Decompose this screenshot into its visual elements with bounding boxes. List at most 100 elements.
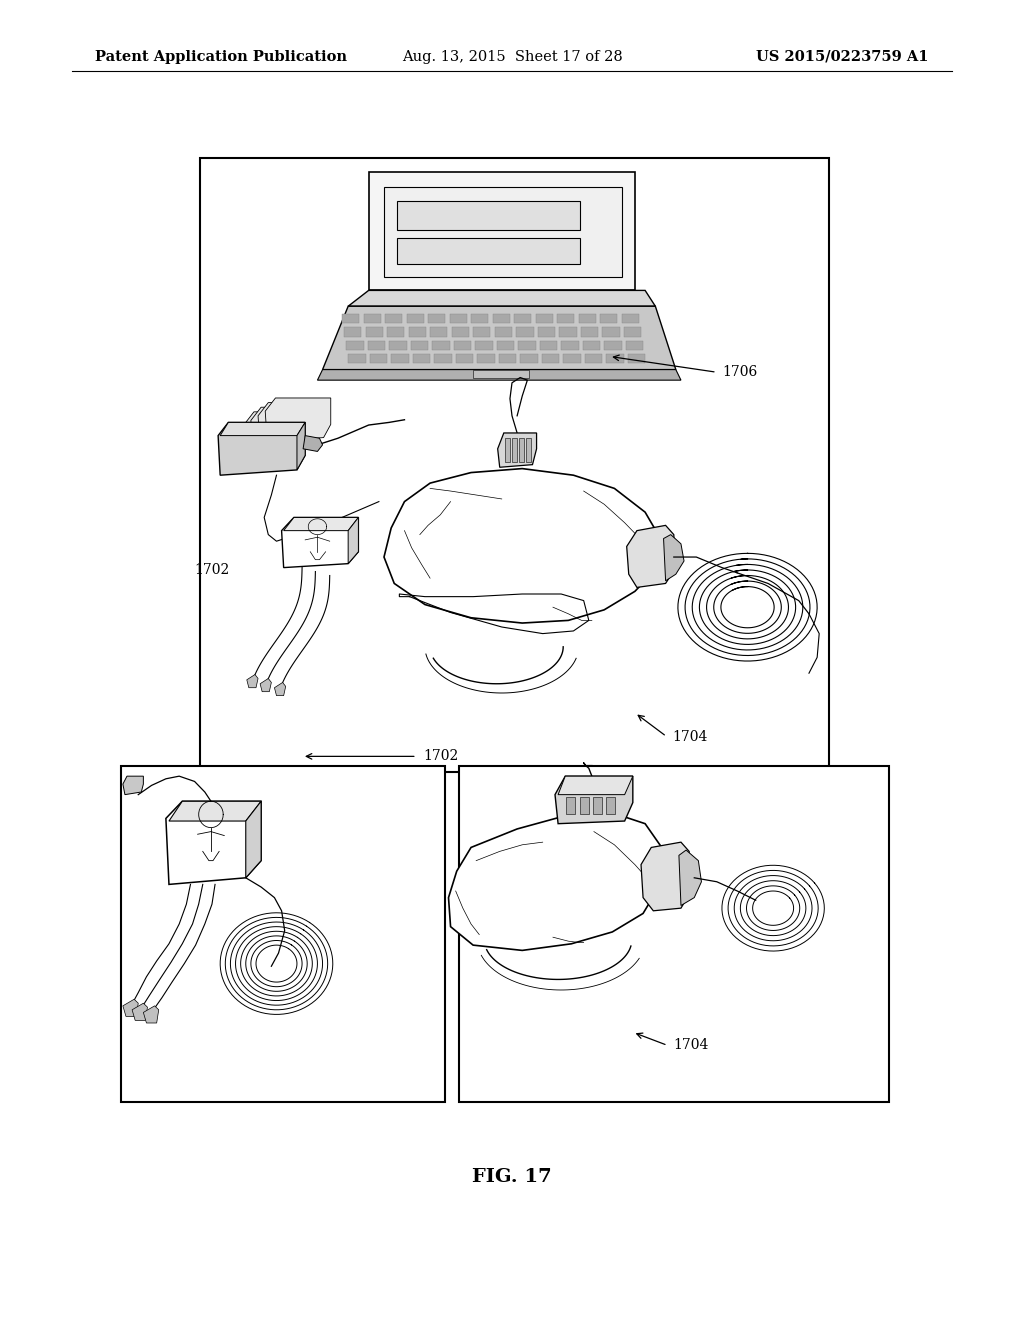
Bar — [516, 327, 534, 337]
Bar — [495, 327, 512, 337]
Polygon shape — [664, 535, 684, 581]
Bar — [121, 766, 445, 1102]
Text: Aug. 13, 2015  Sheet 17 of 28: Aug. 13, 2015 Sheet 17 of 28 — [401, 50, 623, 63]
Text: US 2015/0223759 A1: US 2015/0223759 A1 — [757, 50, 929, 63]
Bar — [536, 314, 553, 323]
Text: 1702: 1702 — [195, 564, 229, 577]
Bar — [557, 314, 574, 323]
Bar — [624, 327, 641, 337]
Bar — [514, 314, 531, 323]
Bar — [540, 341, 557, 350]
Bar — [473, 327, 490, 337]
Polygon shape — [132, 1003, 147, 1020]
Bar — [622, 314, 639, 323]
Bar — [518, 341, 536, 350]
Bar — [368, 341, 385, 350]
Polygon shape — [251, 408, 316, 451]
Bar — [538, 327, 555, 337]
Polygon shape — [558, 776, 633, 795]
Bar — [346, 341, 364, 350]
Bar — [471, 314, 488, 323]
Polygon shape — [220, 422, 305, 436]
Bar — [454, 341, 471, 350]
Polygon shape — [258, 403, 324, 446]
Polygon shape — [348, 517, 358, 564]
Bar — [579, 314, 596, 323]
Bar — [450, 314, 467, 323]
Bar — [391, 354, 409, 363]
Bar — [384, 187, 622, 277]
Bar — [583, 341, 600, 350]
Bar — [456, 354, 473, 363]
Polygon shape — [297, 422, 305, 470]
Bar — [385, 314, 402, 323]
Bar — [348, 354, 366, 363]
Polygon shape — [260, 678, 271, 692]
Polygon shape — [123, 776, 143, 795]
Bar — [344, 327, 361, 337]
Bar — [559, 327, 577, 337]
Bar — [411, 341, 428, 350]
Bar — [432, 341, 450, 350]
Bar — [526, 438, 531, 462]
Bar — [389, 341, 407, 350]
Polygon shape — [246, 801, 261, 878]
Bar — [566, 797, 575, 814]
Polygon shape — [166, 801, 261, 884]
Polygon shape — [247, 675, 258, 688]
Bar — [473, 370, 529, 378]
Polygon shape — [169, 801, 261, 821]
Bar — [387, 327, 404, 337]
Bar — [370, 354, 387, 363]
Bar — [397, 238, 580, 264]
Bar — [581, 327, 598, 337]
Bar — [493, 314, 510, 323]
Bar — [409, 327, 426, 337]
Polygon shape — [627, 525, 676, 587]
Text: Patent Application Publication: Patent Application Publication — [95, 50, 347, 63]
Polygon shape — [323, 306, 676, 370]
Bar — [413, 354, 430, 363]
Polygon shape — [384, 469, 660, 623]
Bar — [364, 314, 381, 323]
Polygon shape — [641, 842, 691, 911]
Bar — [585, 354, 602, 363]
Bar — [628, 354, 645, 363]
Text: 1704: 1704 — [674, 1039, 710, 1052]
Text: 1704: 1704 — [673, 730, 709, 743]
Bar — [428, 314, 445, 323]
Bar — [606, 354, 624, 363]
Bar — [366, 327, 383, 337]
Bar — [520, 354, 538, 363]
Polygon shape — [317, 370, 681, 380]
Polygon shape — [303, 436, 323, 451]
Bar — [397, 201, 580, 230]
Polygon shape — [265, 399, 331, 441]
Text: 1706: 1706 — [722, 366, 757, 379]
Polygon shape — [244, 412, 309, 455]
Polygon shape — [284, 517, 358, 531]
Bar — [200, 158, 829, 772]
Bar — [505, 438, 510, 462]
Bar — [407, 314, 424, 323]
Bar — [452, 327, 469, 337]
Polygon shape — [449, 812, 664, 950]
Bar — [342, 314, 359, 323]
Bar — [519, 438, 524, 462]
Polygon shape — [498, 433, 537, 467]
Bar — [477, 354, 495, 363]
Polygon shape — [274, 682, 286, 696]
Bar — [499, 354, 516, 363]
Bar — [580, 797, 589, 814]
Bar — [561, 341, 579, 350]
Bar — [542, 354, 559, 363]
Polygon shape — [123, 999, 138, 1016]
Polygon shape — [369, 172, 635, 290]
Bar — [512, 438, 517, 462]
Polygon shape — [143, 1006, 159, 1023]
Polygon shape — [218, 422, 305, 475]
Bar — [430, 327, 447, 337]
Text: 1702: 1702 — [423, 750, 458, 763]
Bar — [600, 314, 617, 323]
Text: FIG. 17: FIG. 17 — [472, 1168, 552, 1187]
